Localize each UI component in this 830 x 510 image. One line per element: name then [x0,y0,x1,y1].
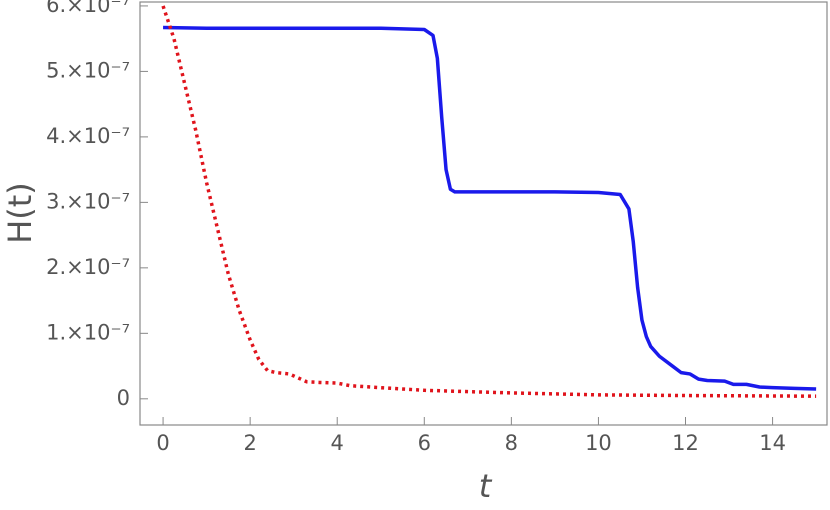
series-line [163,25,817,391]
y-tick-label: 6.×10⁻⁷ [46,0,130,17]
x-tick-label: 8 [505,431,518,455]
y-tick-label: 2.×10⁻⁷ [46,255,130,279]
y-tick-label: 5.×10⁻⁷ [46,58,130,82]
y-tick-label: 1.×10⁻⁷ [46,320,130,344]
series-line [161,5,817,398]
x-tick-label: 12 [672,431,699,455]
x-tick-label: 2 [243,431,256,455]
y-tick-label: 4.×10⁻⁷ [46,124,130,148]
plot-frame [139,1,828,426]
x-tick-label: 4 [331,431,344,455]
x-tick-label: 14 [759,431,786,455]
y-tick-label: 3.×10⁻⁷ [46,189,130,213]
y-tick-label: 0 [117,386,130,410]
x-tick-label: 6 [418,431,431,455]
x-tick-label: 10 [585,431,612,455]
x-tick-label: 0 [156,431,169,455]
y-axis-label: H(t) [1,182,39,244]
x-axis-label: t [479,467,493,505]
